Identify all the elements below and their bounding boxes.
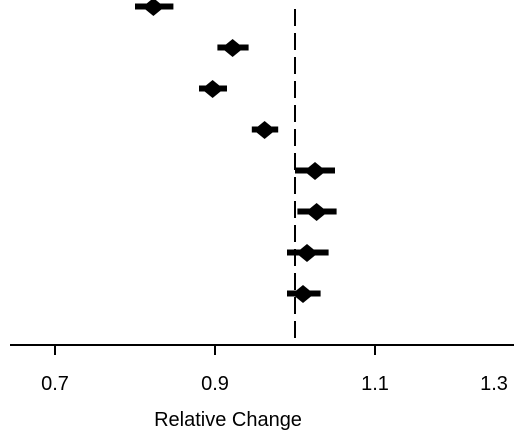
data-points xyxy=(135,0,337,303)
data-point xyxy=(199,80,227,98)
diamond-marker xyxy=(305,203,328,221)
diamond-marker xyxy=(253,121,276,139)
x-tick-label: 1.3 xyxy=(480,373,508,395)
data-point xyxy=(297,203,337,221)
diamond-marker xyxy=(142,0,165,16)
diamond-marker xyxy=(304,162,326,180)
diamond-marker xyxy=(221,39,244,57)
x-tick-label: 0.9 xyxy=(201,373,229,395)
data-point xyxy=(217,39,249,57)
data-point xyxy=(251,121,279,139)
data-point xyxy=(287,285,321,303)
x-axis-title: Relative Change xyxy=(154,409,302,431)
x-tick-label: 0.7 xyxy=(41,373,69,395)
x-ticks: 0.7 0.9 1.1 1.3 xyxy=(41,345,508,395)
diamond-marker xyxy=(201,80,224,98)
diamond-marker xyxy=(296,244,318,262)
data-point xyxy=(287,244,329,262)
diamond-marker xyxy=(292,285,314,303)
data-point xyxy=(135,0,174,16)
data-point xyxy=(295,162,335,180)
x-tick-label: 1.1 xyxy=(361,373,389,395)
